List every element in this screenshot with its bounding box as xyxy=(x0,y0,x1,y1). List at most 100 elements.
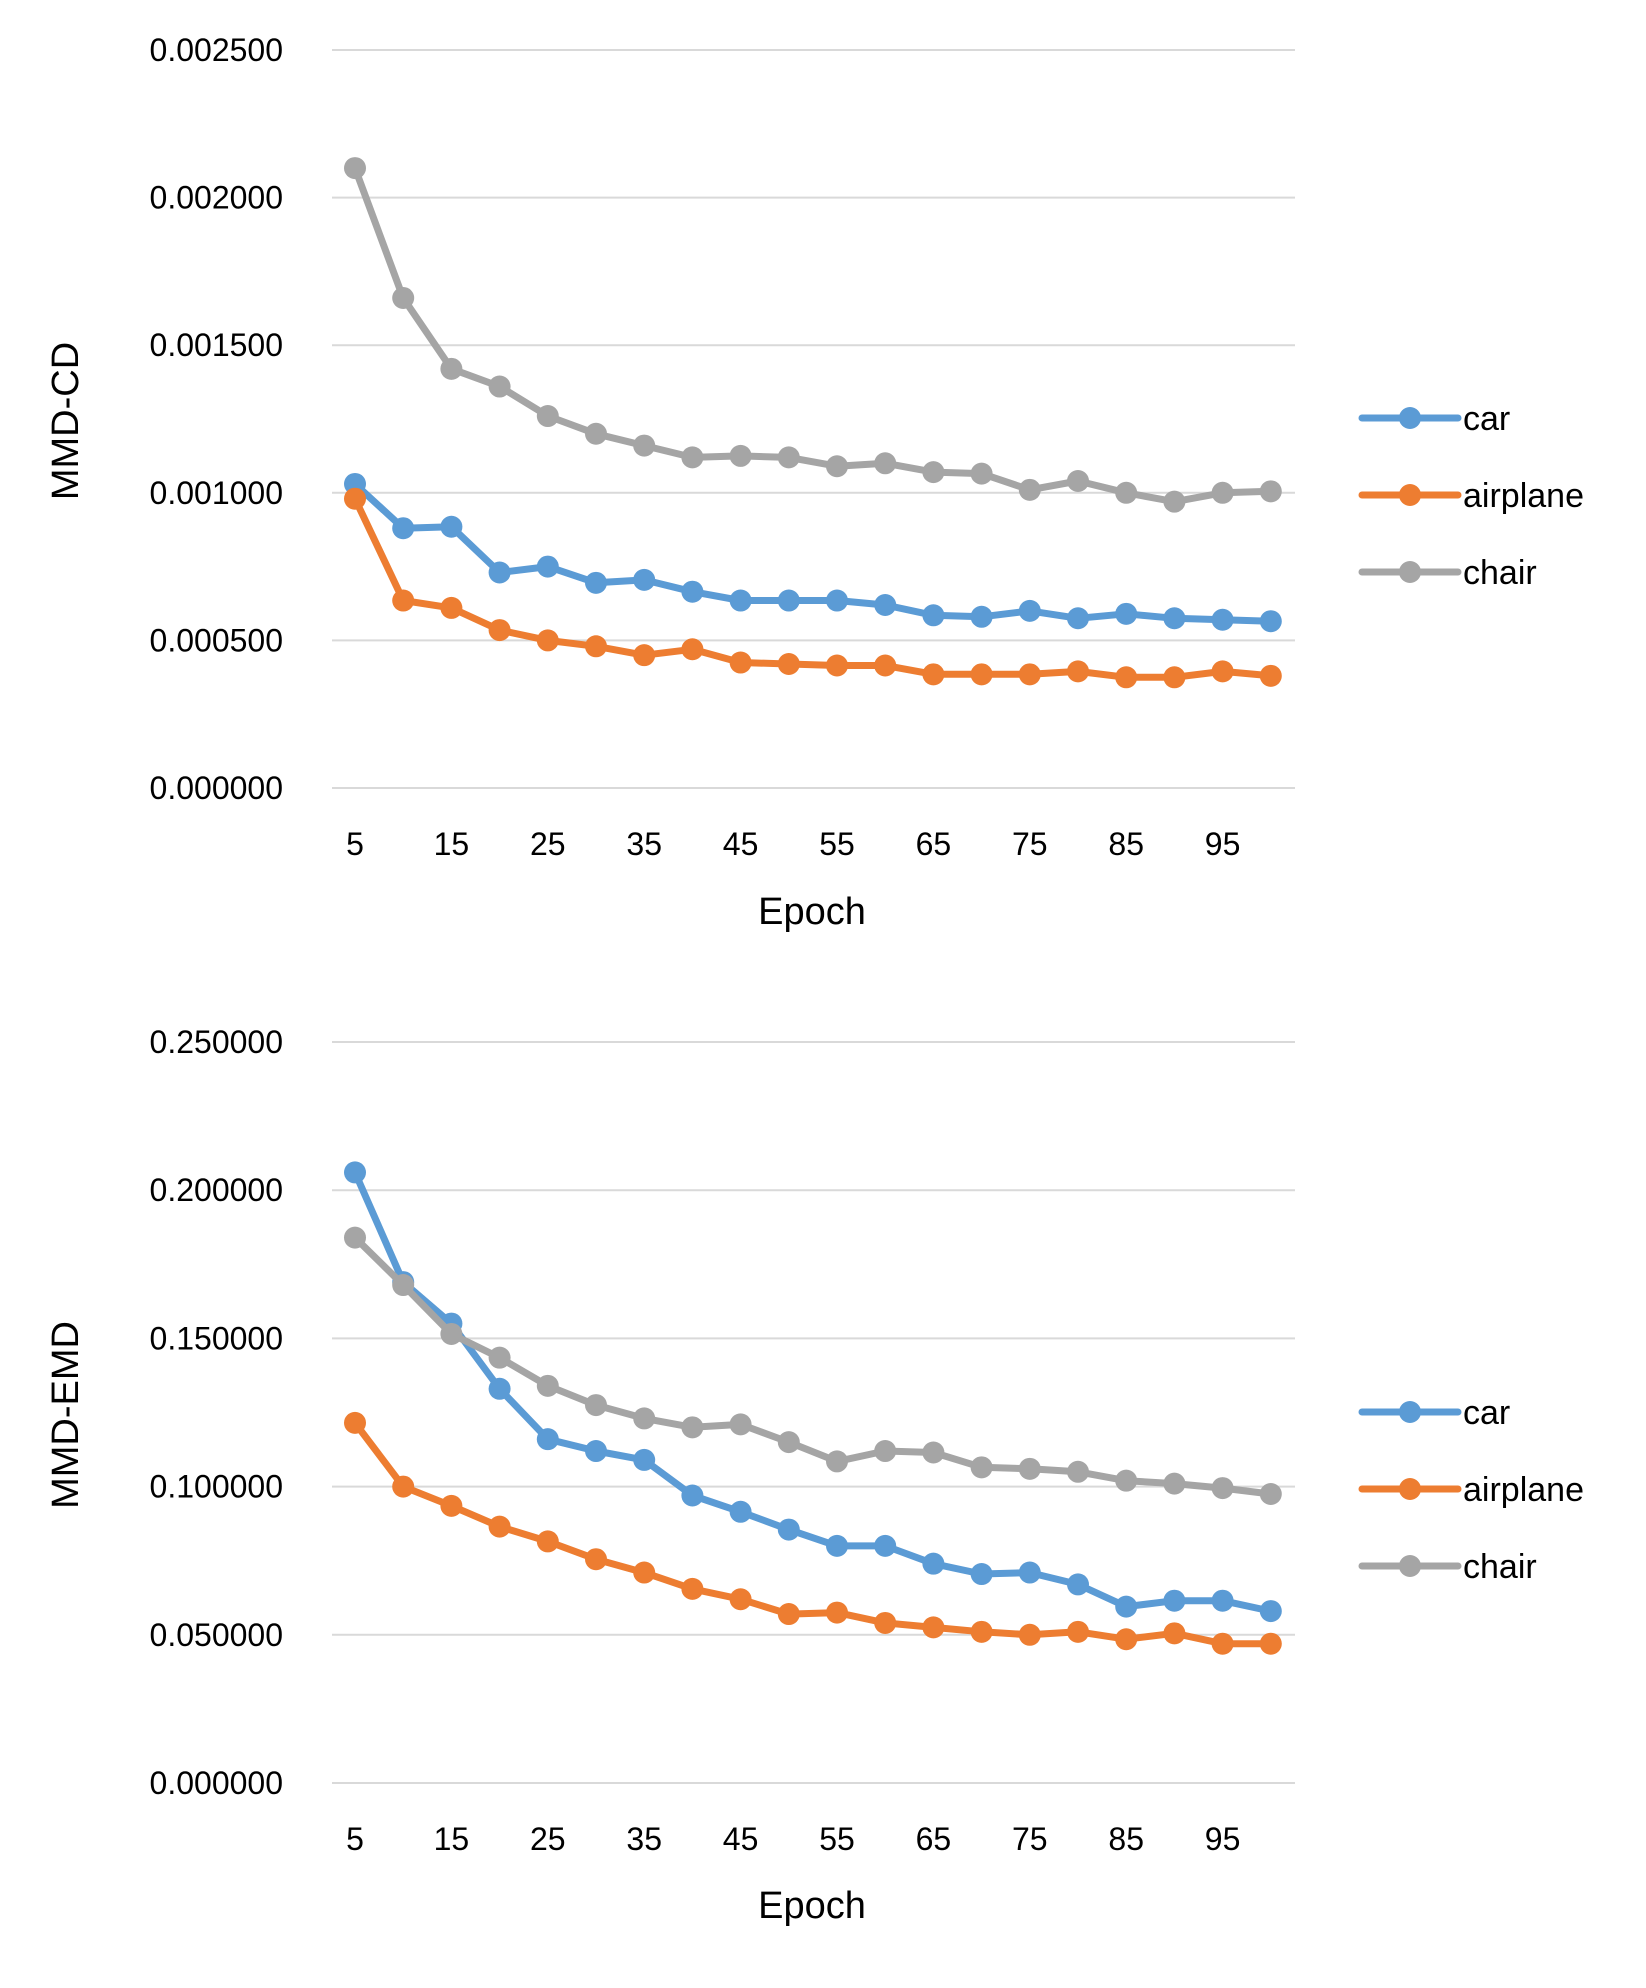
y-tick-label: 0.002500 xyxy=(150,32,283,68)
data-point-chair xyxy=(633,1407,656,1430)
data-point-car xyxy=(392,517,415,540)
legend-swatch-marker xyxy=(1399,484,1421,506)
data-point-chair xyxy=(1211,1477,1234,1500)
data-point-airplane xyxy=(1018,1623,1041,1646)
data-point-car xyxy=(1211,608,1234,631)
data-point-chair xyxy=(1018,478,1041,501)
series-chair xyxy=(344,1226,1282,1506)
data-point-chair xyxy=(729,444,752,467)
data-point-chair xyxy=(777,1431,800,1454)
data-point-airplane xyxy=(633,644,656,667)
data-point-chair xyxy=(874,1440,897,1463)
data-point-airplane xyxy=(874,654,897,677)
data-point-car xyxy=(633,1448,656,1471)
series-airplane xyxy=(344,1411,1282,1655)
y-tick-label: 0.000500 xyxy=(150,622,283,658)
data-point-car xyxy=(922,604,945,627)
y-tick-label: 0.000000 xyxy=(150,1765,283,1801)
x-tick-label: 45 xyxy=(723,1821,759,1857)
data-point-airplane xyxy=(392,589,415,612)
data-point-car xyxy=(1163,1589,1186,1612)
mmd-cd-chart: Epoch MMD-CD 0.000000 0.000500 0.001000 0.0… xyxy=(45,32,1584,933)
data-point-airplane xyxy=(344,1411,366,1434)
data-point-chair xyxy=(970,462,993,485)
data-point-airplane xyxy=(633,1561,656,1584)
data-point-airplane xyxy=(1163,1622,1186,1645)
data-point-chair xyxy=(922,461,945,484)
data-point-chair xyxy=(536,405,559,428)
data-point-chair xyxy=(681,1416,704,1439)
data-point-car xyxy=(633,568,656,591)
data-point-car xyxy=(1067,1573,1089,1596)
legend-label: airplane xyxy=(1463,1471,1584,1509)
data-point-car xyxy=(1211,1589,1234,1612)
data-point-chair xyxy=(392,286,415,309)
x-tick-label: 65 xyxy=(916,826,952,862)
data-point-chair xyxy=(585,422,607,445)
data-point-chair xyxy=(344,1226,366,1249)
data-point-airplane xyxy=(874,1611,897,1634)
data-point-car xyxy=(344,1161,366,1184)
legend-item-car: car xyxy=(1358,1394,1510,1432)
data-point-car xyxy=(874,1534,897,1557)
data-point-chair xyxy=(777,446,800,469)
x-tick-label: 85 xyxy=(1108,1821,1144,1857)
legend-swatch-marker xyxy=(1399,1478,1421,1500)
data-point-airplane xyxy=(1018,663,1041,686)
x-tick-label: 35 xyxy=(626,826,662,862)
data-point-chair xyxy=(633,434,656,457)
data-point-chair xyxy=(1163,1472,1186,1495)
data-point-chair xyxy=(488,375,511,398)
x-tick-label: 25 xyxy=(530,826,566,862)
gridlines xyxy=(332,1041,1295,1784)
data-point-airplane xyxy=(1259,664,1282,687)
series-line-airplane xyxy=(351,495,1275,681)
data-point-airplane xyxy=(970,1620,993,1643)
x-axis-title: Epoch xyxy=(758,1885,866,1927)
data-point-car xyxy=(1115,602,1138,625)
data-point-chair xyxy=(1067,1460,1089,1483)
data-point-car xyxy=(1018,1561,1041,1584)
data-point-chair xyxy=(585,1394,607,1417)
y-tick-label: 0.001500 xyxy=(150,327,283,363)
data-point-chair xyxy=(681,446,704,469)
x-tick-label: 15 xyxy=(434,1821,470,1857)
legend-swatch-marker xyxy=(1399,1401,1421,1423)
x-tick-label: 25 xyxy=(530,1821,566,1857)
legend-item-airplane: airplane xyxy=(1358,1471,1584,1509)
data-point-car xyxy=(970,1563,993,1586)
x-tick-label: 95 xyxy=(1205,1821,1241,1857)
data-point-airplane xyxy=(585,635,607,658)
legend-item-car: car xyxy=(1358,400,1510,438)
data-point-chair xyxy=(1211,481,1234,504)
legend-swatch-marker xyxy=(1399,407,1421,429)
data-point-airplane xyxy=(826,654,848,677)
data-point-chair xyxy=(1163,490,1186,513)
data-point-airplane xyxy=(488,619,511,642)
data-point-car xyxy=(826,1534,848,1557)
data-point-chair xyxy=(970,1456,993,1479)
x-tick-label: 45 xyxy=(723,826,759,862)
x-tick-label: 5 xyxy=(346,1821,364,1857)
data-point-car xyxy=(488,1377,511,1400)
x-tick-label: 15 xyxy=(434,826,470,862)
data-point-car xyxy=(1259,610,1282,633)
data-point-chair xyxy=(874,452,897,475)
data-point-airplane xyxy=(1163,666,1186,689)
x-tick-label: 55 xyxy=(819,826,855,862)
y-tick-label: 0.200000 xyxy=(150,1172,283,1208)
data-point-airplane xyxy=(344,487,366,510)
data-point-car xyxy=(440,515,463,538)
data-point-airplane xyxy=(777,1603,800,1626)
data-point-airplane xyxy=(488,1515,511,1538)
data-point-airplane xyxy=(1259,1632,1282,1655)
data-point-airplane xyxy=(1115,666,1138,689)
legend-label: chair xyxy=(1463,554,1537,592)
y-tick-label: 0.000000 xyxy=(150,770,283,806)
data-point-car xyxy=(585,1440,607,1463)
data-point-car xyxy=(536,1428,559,1451)
data-point-car xyxy=(922,1552,945,1575)
gridlines xyxy=(332,49,1295,789)
data-point-chair xyxy=(922,1441,945,1464)
data-point-airplane xyxy=(777,653,800,676)
